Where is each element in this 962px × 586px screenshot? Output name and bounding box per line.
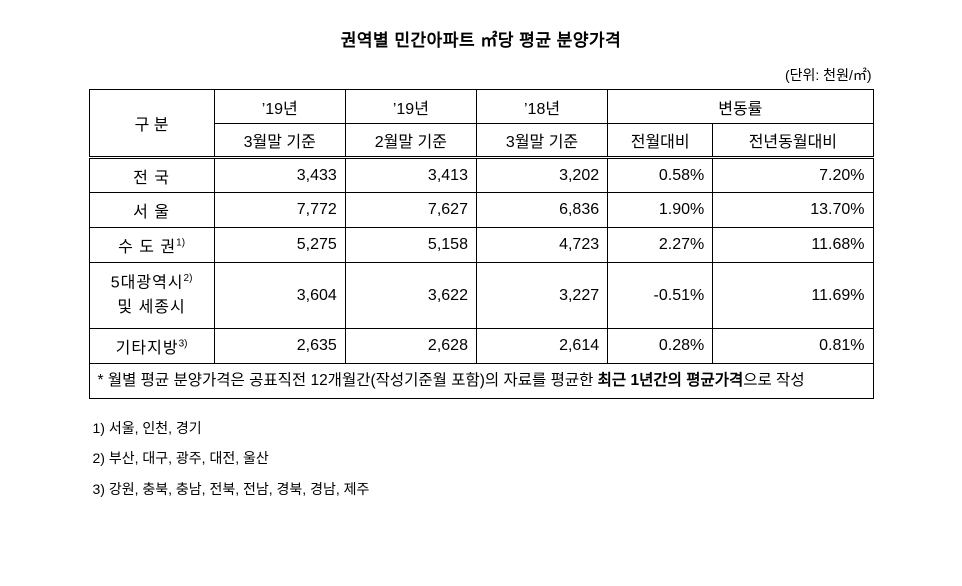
row-label-text: 서 울 (133, 204, 171, 221)
table-row-seoul: 서 울 7,772 7,627 6,836 1.90% 13.70% (88, 192, 874, 228)
table-row-other-regions: 기타지방3) 2,635 2,628 2,614 0.28% 0.81% (88, 328, 874, 364)
cell-value: 2,628 (344, 328, 477, 364)
cell-value: 3,413 (344, 157, 477, 193)
table-note-row: * 월별 평균 분양가격은 공표직전 12개월간(작성기준월 포함)의 자료를 … (88, 362, 874, 400)
row-label-text: 수 도 권 (118, 239, 177, 256)
cell-value: 2,635 (213, 328, 346, 364)
row-label: 기타지방3) (88, 328, 215, 364)
footnote-marker: 3) (178, 338, 188, 350)
row-label-text: 기타지방 (115, 340, 179, 357)
header-col2: ’19년 (344, 89, 477, 124)
header-col2-line1: ’19년 (392, 100, 429, 118)
cell-yoy: 13.70% (712, 192, 874, 228)
footnote-line-2: 2) 부산, 대구, 광주, 대전, 울산 (92, 450, 269, 467)
note-suffix: 으로 작성 (743, 372, 805, 389)
table-header-row-1: 구 분 ’19년 ’19년 ’18년 변동률 (88, 89, 874, 159)
header-col1: ’19년 (213, 89, 346, 124)
header-gubun: 구 분 (88, 89, 215, 159)
header-mom: 전월대비 (607, 123, 714, 159)
cell-value: 3,622 (344, 262, 477, 329)
cell-mom: 2.27% (607, 227, 714, 263)
table-row-metro-sejong: 5대광역시2) 및 세종시 3,604 3,622 3,227 -0.51% 1… (88, 262, 874, 329)
cell-value: 7,772 (213, 192, 346, 228)
footnote-line-3: 3) 강원, 충북, 충남, 전북, 전남, 경북, 경남, 제주 (92, 480, 370, 497)
cell-value: 3,433 (213, 157, 346, 193)
row-label: 수 도 권1) (88, 227, 215, 263)
header-change-rate: 변동률 (607, 89, 874, 124)
table-row-capital-area: 수 도 권1) 5,275 5,158 4,723 2.27% 11.68% (88, 227, 874, 263)
row-label-text: 전 국 (133, 169, 171, 187)
row-label: 전 국 (88, 157, 215, 193)
header-col3-basis: 3월말 기준 (475, 123, 609, 159)
cell-yoy: 0.81% (712, 328, 874, 364)
footnote-marker: 2) (183, 272, 193, 284)
cell-value: 5,158 (344, 227, 477, 263)
cell-mom: 0.28% (607, 328, 714, 364)
row-label: 서 울 (88, 192, 215, 228)
footnote-line-1: 1) 서울, 인천, 경기 (92, 420, 202, 437)
row-label-text-line2: 및 세종시 (117, 298, 186, 316)
cell-mom: -0.51% (607, 262, 714, 329)
header-col3: ’18년 (475, 89, 609, 124)
row-label: 5대광역시2) 및 세종시 (88, 262, 215, 329)
note-prefix: * 월별 평균 분양가격은 공표직전 12개월간(작성기준월 포함)의 자료를 … (97, 372, 598, 389)
page-title: 권역별 민간아파트 ㎡당 평균 분양가격 (340, 31, 622, 50)
header-col2-basis: 2월말 기준 (344, 123, 477, 159)
header-col1-line1: ’19년 (261, 100, 298, 118)
cell-value: 6,836 (475, 192, 609, 228)
cell-value: 3,227 (475, 262, 609, 329)
footnotes: 1) 서울, 인천, 경기 2) 부산, 대구, 광주, 대전, 울산 3) 강… (89, 413, 874, 503)
header-yoy: 전년동월대비 (712, 123, 874, 159)
table-row-nationwide: 전 국 3,433 3,413 3,202 0.58% 7.20% (88, 157, 874, 193)
cell-yoy: 7.20% (712, 157, 874, 193)
note-bold: 최근 1년간의 평균가격 (597, 372, 744, 389)
cell-mom: 1.90% (607, 192, 714, 228)
cell-value: 3,202 (475, 157, 609, 193)
cell-value: 5,275 (213, 227, 346, 263)
cell-value: 4,723 (475, 227, 609, 263)
cell-value: 7,627 (344, 192, 477, 228)
cell-value: 2,614 (475, 328, 609, 364)
cell-value: 3,604 (213, 262, 346, 329)
unit-note: (단위: 천원/㎡) (784, 67, 872, 83)
cell-yoy: 11.68% (712, 227, 874, 263)
cell-yoy: 11.69% (712, 262, 874, 329)
cell-mom: 0.58% (607, 157, 714, 193)
header-col3-line1: ’18년 (524, 100, 561, 118)
table-note: * 월별 평균 분양가격은 공표직전 12개월간(작성기준월 포함)의 자료를 … (88, 362, 874, 400)
table-header-row-2: 3월말 기준 2월말 기준 3월말 기준 전월대비 전년동월대비 (89, 123, 874, 159)
header-col1-basis: 3월말 기준 (213, 123, 346, 159)
footnote-marker: 1) (176, 237, 186, 249)
row-label-text: 5대광역시 (110, 273, 184, 291)
price-table: 구 분 ’19년 ’19년 ’18년 변동률 3월말 기준 2월말 기준 3월말… (88, 89, 874, 400)
